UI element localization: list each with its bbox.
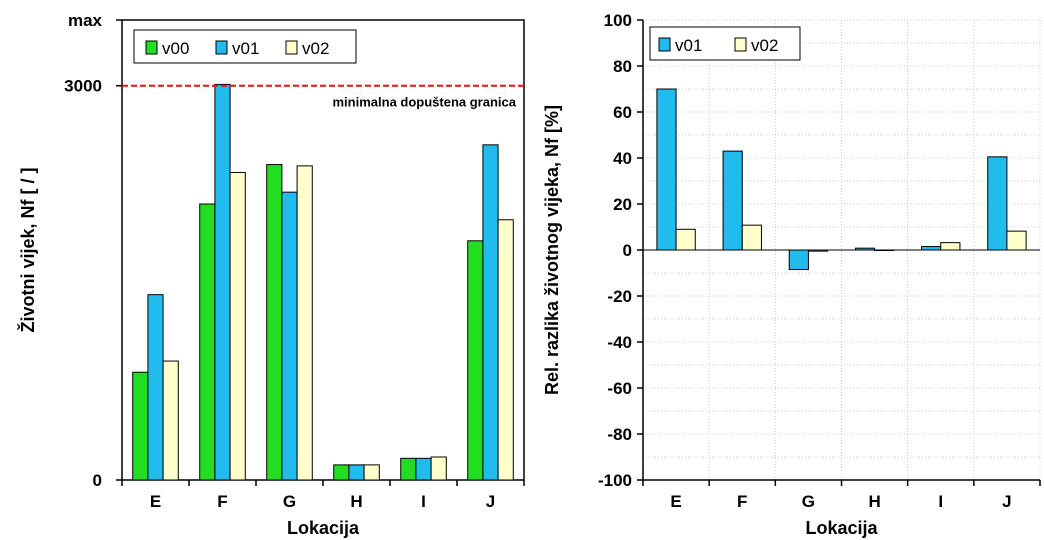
legend: v00 v01 v02: [133, 29, 357, 64]
bar-v02-E: [162, 360, 179, 481]
x-tick-label: F: [217, 492, 227, 511]
bar-v01-G: [281, 191, 298, 481]
bar-v02-I: [940, 242, 961, 251]
bar-v01-H: [348, 464, 365, 481]
bar-v00-J: [467, 240, 484, 481]
bar-v00-F: [199, 203, 216, 481]
x-tick-label: G: [802, 492, 815, 511]
legend-label-v00: v00: [162, 39, 189, 58]
y-tick-label: -20: [607, 287, 632, 306]
bar-v00-E: [132, 371, 149, 481]
x-axis-label: Lokacija: [805, 518, 878, 538]
y-tick-label: 0: [623, 241, 632, 260]
y-tick-label: 100: [604, 11, 632, 30]
legend-swatch-v00: [145, 40, 158, 55]
legend-label-v02: v02: [302, 39, 329, 58]
x-tick-label: I: [938, 492, 943, 511]
bar-v01-J: [482, 144, 499, 481]
bar-v00-H: [333, 464, 350, 481]
relative-difference-chart: -100 -80 -60 -40 -20 0 20 40 60 80 100 E F G H I J Lokaci…: [542, 11, 1041, 538]
x-tick-label: J: [1002, 492, 1011, 511]
y-tick-label: 3000: [64, 77, 102, 96]
bar-v02-J: [497, 219, 514, 481]
bar-v02-F: [741, 224, 762, 251]
x-tick-label: H: [350, 492, 362, 511]
y-tick-label: -40: [607, 333, 632, 352]
legend-label-v01: v01: [232, 39, 259, 58]
legend-box: [133, 29, 357, 64]
x-tick-label: E: [670, 492, 681, 511]
x-tick-label: J: [486, 492, 495, 511]
bar-v01-F: [214, 83, 231, 481]
bar-v01-F: [722, 150, 743, 251]
bar-v02-E: [675, 228, 696, 251]
bar-v02-F: [229, 171, 246, 481]
y-tick-label: -100: [598, 471, 632, 490]
bar-v02-G: [296, 165, 313, 481]
bar-v01-I: [415, 457, 432, 481]
legend: v01 v02: [649, 26, 801, 61]
legend-swatch-v01: [215, 40, 228, 55]
y-tick-label: 60: [613, 103, 632, 122]
bar-v00-I: [400, 457, 417, 481]
legend-label-v02: v02: [751, 36, 778, 55]
y-tick-label: 40: [613, 149, 632, 168]
x-tick-label: F: [737, 492, 747, 511]
bar-v01-I: [921, 246, 942, 251]
legend-swatch-v02: [734, 37, 747, 52]
y-tick-label: -60: [607, 379, 632, 398]
bar-v01-J: [987, 156, 1008, 251]
x-tick-label: E: [150, 492, 161, 511]
bar-v01-E: [147, 294, 164, 481]
legend-swatch-v01: [658, 37, 671, 52]
reference-line-label: minimalna dopuštena granica: [333, 95, 517, 110]
y-axis-label: Rel. razlika životnog vijeka, Nf [%]: [542, 105, 562, 395]
bar-v01-E: [656, 88, 677, 251]
bar-v01-G: [788, 249, 809, 271]
x-axis-label: Lokacija: [287, 518, 360, 538]
legend-label-v01: v01: [675, 36, 702, 55]
bar-v02-J: [1006, 230, 1027, 251]
y-tick-label: 0: [93, 471, 102, 490]
bar-v02-I: [430, 456, 447, 481]
x-tick-label: I: [421, 492, 426, 511]
bar-v02-G: [807, 249, 829, 252]
y-tick-label: 80: [613, 57, 632, 76]
plot-area: [121, 19, 525, 481]
y-tick-label: max: [68, 11, 103, 30]
bar-v02-H: [874, 249, 895, 251]
bar-v01-H: [854, 247, 876, 251]
y-axis-label: Životni vijek, Nf [ / ]: [17, 167, 38, 332]
x-tick-label: H: [868, 492, 880, 511]
bar-v00-G: [266, 164, 283, 481]
legend-swatch-v02: [285, 40, 298, 55]
y-tick-label: -80: [607, 425, 632, 444]
y-tick-label: 20: [613, 195, 632, 214]
legend-box: [649, 26, 801, 61]
x-tick-label: G: [283, 492, 296, 511]
bar-v02-H: [363, 464, 380, 481]
